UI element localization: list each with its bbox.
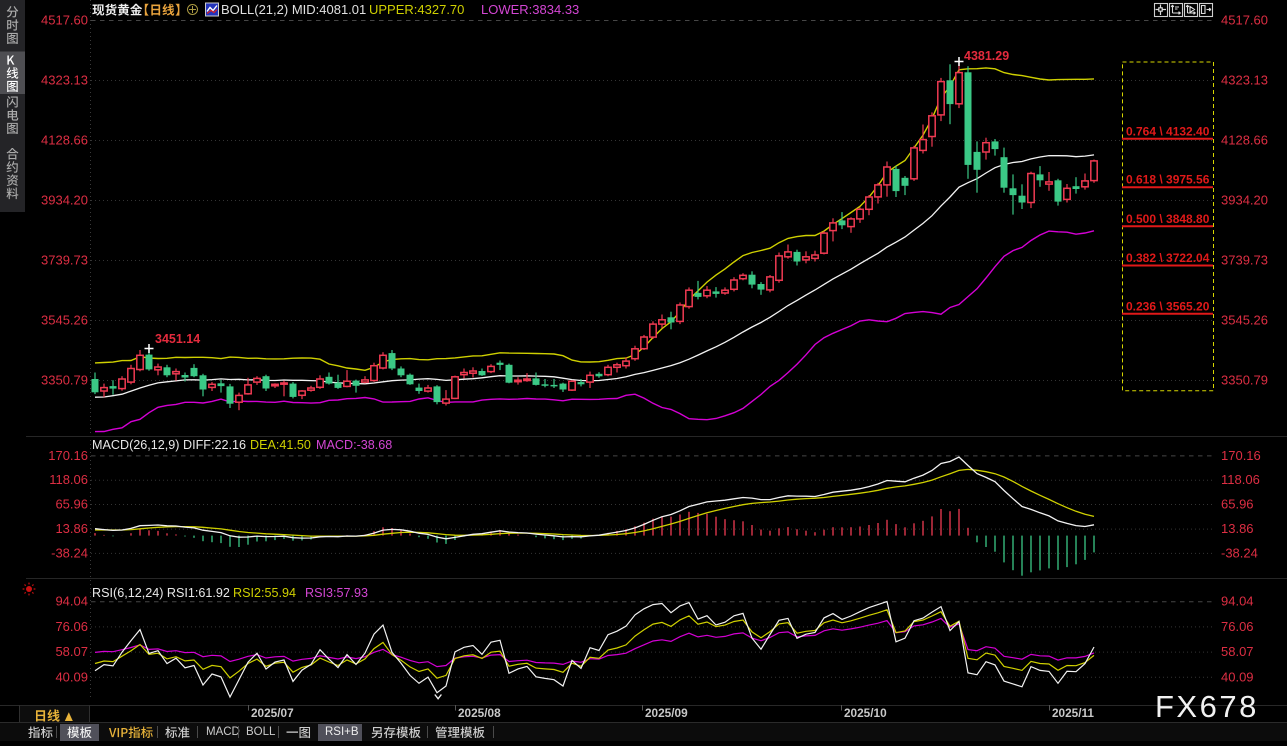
svg-text:3350.79: 3350.79 <box>41 373 88 388</box>
svg-text:94.04: 94.04 <box>55 594 88 609</box>
svg-text:MACD(26,12,9) DIFF:22.16: MACD(26,12,9) DIFF:22.16 <box>92 438 246 452</box>
svg-text:118.06: 118.06 <box>1221 472 1260 487</box>
svg-text:FX678: FX678 <box>1155 689 1259 724</box>
svg-text:76.06: 76.06 <box>1221 619 1254 634</box>
svg-text:94.04: 94.04 <box>1221 594 1254 609</box>
svg-text:2025/09: 2025/09 <box>645 706 688 720</box>
svg-text:0.236 \ 3565.20: 0.236 \ 3565.20 <box>1126 299 1210 313</box>
svg-text:3739.73: 3739.73 <box>1221 253 1268 268</box>
svg-text:40.09: 40.09 <box>1221 669 1254 684</box>
svg-text:0.764 \ 4132.40: 0.764 \ 4132.40 <box>1126 124 1210 138</box>
svg-text:76.06: 76.06 <box>55 619 88 634</box>
svg-text:13.86: 13.86 <box>55 521 88 536</box>
svg-text:3545.26: 3545.26 <box>1221 313 1268 328</box>
svg-text:170.16: 170.16 <box>1221 448 1261 463</box>
svg-text:-38.24: -38.24 <box>51 545 88 560</box>
svg-text:RSI3:57.93: RSI3:57.93 <box>305 586 368 600</box>
svg-text:RSI(6,12,24) RSI1:61.92: RSI(6,12,24) RSI1:61.92 <box>92 586 230 600</box>
svg-text:-38.24: -38.24 <box>1221 545 1258 560</box>
svg-text:2025/07: 2025/07 <box>251 706 294 720</box>
svg-text:DEA:41.50: DEA:41.50 <box>250 438 311 452</box>
svg-text:BOLL(21,2) MID:4081.01: BOLL(21,2) MID:4081.01 <box>221 2 366 17</box>
svg-text:3934.20: 3934.20 <box>41 193 88 208</box>
svg-text:2025/08: 2025/08 <box>458 706 501 720</box>
svg-text:4517.60: 4517.60 <box>1221 13 1268 28</box>
svg-text:13.86: 13.86 <box>1221 521 1254 536</box>
svg-text:170.16: 170.16 <box>48 448 88 463</box>
svg-text:4323.13: 4323.13 <box>41 73 88 88</box>
svg-text:65.96: 65.96 <box>1221 497 1254 512</box>
svg-text:0.618 \ 3975.56: 0.618 \ 3975.56 <box>1126 173 1210 187</box>
svg-text:4128.66: 4128.66 <box>41 133 88 148</box>
svg-text:2025/10: 2025/10 <box>844 706 887 720</box>
svg-text:RSI+B: RSI+B <box>325 726 359 738</box>
svg-text:BOLL: BOLL <box>246 726 276 738</box>
svg-text:3934.20: 3934.20 <box>1221 193 1268 208</box>
svg-text:UPPER:4327.70: UPPER:4327.70 <box>369 2 464 17</box>
svg-text:MACD:-38.68: MACD:-38.68 <box>316 438 392 452</box>
svg-text:4128.66: 4128.66 <box>1221 133 1268 148</box>
svg-text:3350.79: 3350.79 <box>1221 373 1268 388</box>
svg-text:4323.13: 4323.13 <box>1221 73 1268 88</box>
svg-text:58.07: 58.07 <box>1221 644 1254 659</box>
svg-text:3451.14: 3451.14 <box>155 332 200 346</box>
svg-text:58.07: 58.07 <box>55 644 88 659</box>
svg-text:40.09: 40.09 <box>55 669 88 684</box>
svg-text:0.500 \ 3848.80: 0.500 \ 3848.80 <box>1126 212 1210 226</box>
svg-text:118.06: 118.06 <box>49 472 88 487</box>
svg-text:2025/11: 2025/11 <box>1052 706 1094 720</box>
svg-text:RSI2:55.94: RSI2:55.94 <box>233 586 296 600</box>
svg-text:4381.29: 4381.29 <box>964 49 1009 63</box>
svg-text:MACD: MACD <box>206 726 240 738</box>
svg-text:0.382 \ 3722.04: 0.382 \ 3722.04 <box>1126 251 1210 265</box>
svg-text:3739.73: 3739.73 <box>41 253 88 268</box>
svg-text:LOWER:3834.33: LOWER:3834.33 <box>481 2 579 17</box>
svg-text:4517.60: 4517.60 <box>41 13 88 28</box>
svg-text:65.96: 65.96 <box>55 497 88 512</box>
svg-text:3545.26: 3545.26 <box>41 313 88 328</box>
